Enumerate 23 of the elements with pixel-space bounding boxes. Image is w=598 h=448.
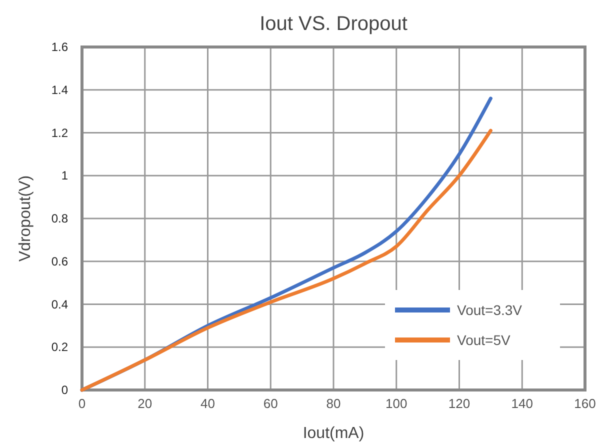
y-axis-title: Vdropout(V)	[17, 175, 34, 262]
x-tick-label: 40	[200, 396, 215, 411]
x-tick-label: 0	[78, 396, 86, 411]
y-tick-label: 1	[61, 168, 68, 183]
y-tick-label: 0.4	[51, 297, 68, 312]
y-tick-label: 0.6	[51, 254, 68, 268]
y-tick-label: 0.8	[51, 212, 68, 226]
x-axis-title: Iout(mA)	[302, 425, 364, 442]
x-tick-label: 120	[448, 396, 470, 411]
y-tick-label: 1.6	[51, 40, 68, 54]
x-tick-label: 100	[386, 396, 408, 411]
chart-title: Iout VS. Dropout	[260, 13, 408, 35]
y-tick-label: 1.4	[51, 82, 68, 97]
y-tick-label: 1.2	[51, 126, 68, 140]
x-tick-label: 60	[263, 396, 278, 411]
legend-label: Vout=5V	[457, 332, 511, 348]
x-tick-label: 20	[138, 396, 152, 411]
x-tick-label: 140	[511, 396, 533, 411]
x-tick-label: 160	[574, 396, 596, 411]
y-tick-label: 0	[61, 383, 68, 397]
x-tick-label: 80	[326, 396, 341, 411]
legend-label: Vout=3.3V	[457, 302, 523, 318]
y-tick-label: 0.2	[51, 340, 68, 354]
